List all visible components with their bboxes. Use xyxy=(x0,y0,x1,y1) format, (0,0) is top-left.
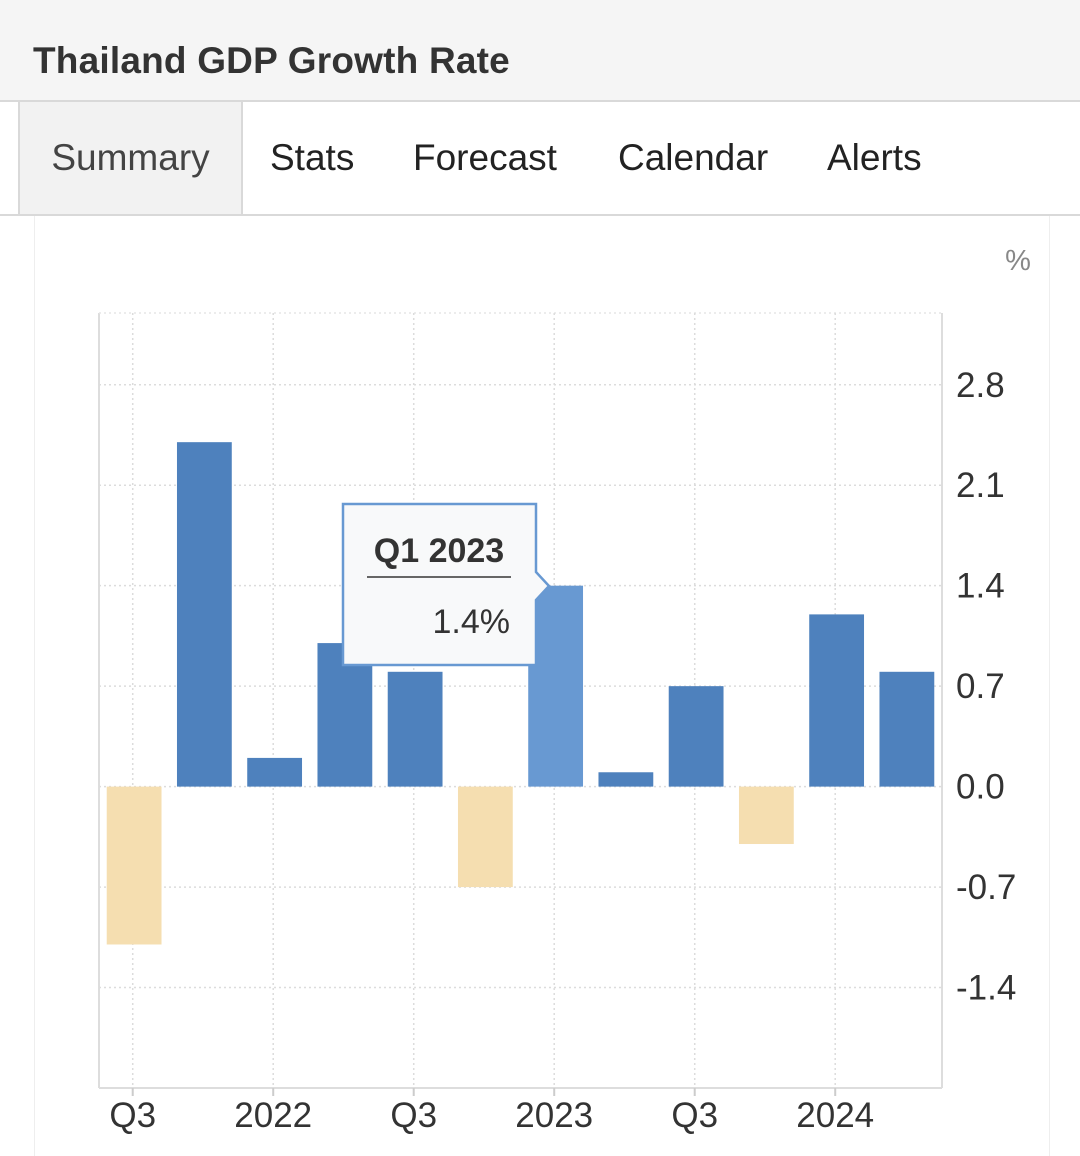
tooltip: Q1 2023 1.4% xyxy=(341,502,551,667)
bar-q1-2024[interactable] xyxy=(809,614,865,787)
y-tick-label: 0.7 xyxy=(956,667,1005,706)
tooltip-title: Q1 2023 xyxy=(374,532,504,570)
bar-q4-2022[interactable] xyxy=(457,786,513,888)
tab-bar: Summary Stats Forecast Calendar Alerts xyxy=(0,102,1080,216)
axis-layer: 2.8 2.1 1.4 0.7 0.0 -0.7 -1.4 Q3 2022 Q3 2023 Q3 202… xyxy=(109,366,1016,1135)
x-tick-label: Q3 xyxy=(109,1096,156,1135)
x-tick-label: Q3 xyxy=(671,1096,718,1135)
bar-q4-2021[interactable] xyxy=(176,442,232,787)
y-tick-label: 2.8 xyxy=(956,366,1005,405)
bar-q2-2024[interactable] xyxy=(879,671,935,787)
x-tick-label: Q3 xyxy=(390,1096,437,1135)
bar-q4-2023[interactable] xyxy=(738,786,794,845)
tab-stats[interactable]: Stats xyxy=(270,137,355,178)
bar-q2-2022[interactable] xyxy=(317,643,373,787)
tooltip-box xyxy=(341,502,551,667)
tooltip-value: 1.4% xyxy=(433,603,511,641)
tab-forecast[interactable]: Forecast xyxy=(413,137,557,178)
x-tick-label: 2023 xyxy=(515,1096,593,1135)
bars-layer xyxy=(106,442,935,945)
page-header: Thailand GDP Growth Rate xyxy=(0,0,1080,102)
tab-calendar[interactable]: Calendar xyxy=(618,137,769,178)
y-tick-label: -1.4 xyxy=(956,969,1016,1008)
bar-q1-2023[interactable] xyxy=(528,585,584,787)
tab-alerts[interactable]: Alerts xyxy=(827,137,922,178)
y-tick-label: 1.4 xyxy=(956,567,1005,606)
page-title: Thailand GDP Growth Rate xyxy=(33,40,510,81)
bar-q3-2022[interactable] xyxy=(387,671,443,787)
bar-q1-2022[interactable] xyxy=(247,757,303,787)
bar-q2-2023[interactable] xyxy=(598,772,654,787)
y-axis-unit-label: % xyxy=(1005,245,1031,277)
bar-q3-2021[interactable] xyxy=(106,786,162,945)
grid-layer xyxy=(98,312,943,1089)
bar-q3-2023[interactable] xyxy=(668,686,724,787)
x-tick-label: 2024 xyxy=(796,1096,874,1135)
y-tick-label: 2.1 xyxy=(956,466,1005,505)
tab-summary[interactable]: Summary xyxy=(18,102,243,214)
y-tick-label: 0.0 xyxy=(956,768,1005,807)
x-tick-label: 2022 xyxy=(234,1096,312,1135)
y-tick-label: -0.7 xyxy=(956,868,1016,907)
chart-panel xyxy=(34,216,1050,1156)
